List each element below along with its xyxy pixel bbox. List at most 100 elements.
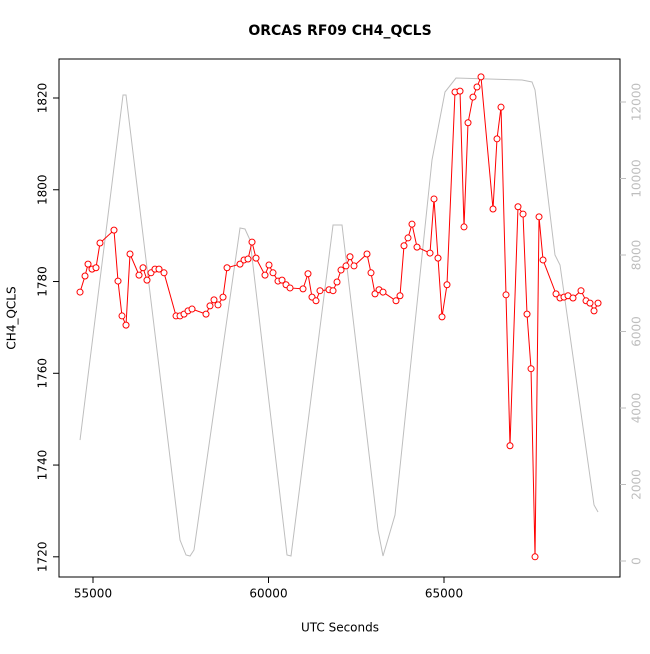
point [81,272,89,280]
point [426,249,434,257]
point [110,226,118,234]
point [590,307,598,315]
point [539,256,547,264]
point [552,290,560,298]
point [265,261,273,269]
point [473,83,481,91]
y2-tick-label: 10000 [630,159,644,197]
point [155,265,163,273]
y2-tick-label: 12000 [630,83,644,121]
point [569,294,577,302]
y2-tick-label: 6000 [630,316,644,347]
point [350,262,358,270]
y-tick-label: 1820 [36,83,50,114]
point [404,234,412,242]
point [519,210,527,218]
point [363,250,371,258]
point [392,297,400,305]
point [143,276,151,284]
point [413,243,421,251]
point [379,288,387,296]
point [460,223,468,231]
point [219,293,227,301]
point [252,254,260,262]
point [210,296,218,304]
point [76,288,84,296]
point [527,365,535,373]
point [96,239,104,247]
y-tick-label: 1800 [36,174,50,205]
point [236,260,244,268]
point [469,93,477,101]
point [586,299,594,307]
point [477,73,485,81]
x-tick-label: 65000 [425,587,463,601]
point [135,271,143,279]
point [430,195,438,203]
point [434,254,442,262]
point [122,321,130,329]
point [114,277,122,285]
y2-tick-label: 8000 [630,240,644,271]
point [333,278,341,286]
point [346,253,354,261]
point [139,264,147,272]
point [337,266,345,274]
point [400,242,408,250]
y-tick-label: 1760 [36,358,50,389]
point [299,285,307,293]
plot-frame [58,58,621,578]
point [118,312,126,320]
point [206,302,214,310]
point [535,213,543,221]
point [408,220,416,228]
point [493,135,501,143]
point [160,269,168,277]
point [92,264,100,272]
point [367,269,375,277]
series-line [79,76,599,557]
point [577,287,585,295]
point [126,250,134,258]
point [316,287,324,295]
x-tick-label: 60000 [249,587,287,601]
point [514,203,522,211]
point [248,238,256,246]
y-tick-label: 1720 [36,542,50,573]
point [223,264,231,272]
y-axis-title: CH4_QCLS [5,286,19,349]
point [443,281,451,289]
point [244,255,252,263]
point [278,276,286,284]
chart-title: ORCAS RF09 CH4_QCLS [248,23,431,39]
point [531,553,539,561]
y-tick-label: 1780 [36,266,50,297]
point [188,305,196,313]
point [329,287,337,295]
point [304,270,312,278]
x-axis-title: UTC Seconds [301,621,379,635]
point [202,310,210,318]
point [84,260,92,268]
y2-tick-label: 2000 [630,469,644,500]
point [261,271,269,279]
point [312,297,320,305]
series-line [79,77,599,557]
y2-tick-label: 0 [630,557,644,565]
point [286,284,294,292]
point [464,119,472,127]
point [523,310,531,318]
point [342,262,350,270]
point [396,292,404,300]
point [502,291,510,299]
point [269,269,277,277]
point [497,103,505,111]
y2-tick-label: 4000 [630,393,644,424]
point [456,87,464,95]
point [594,299,602,307]
point [214,301,222,309]
point [506,442,514,450]
point [371,290,379,298]
point [489,205,497,213]
